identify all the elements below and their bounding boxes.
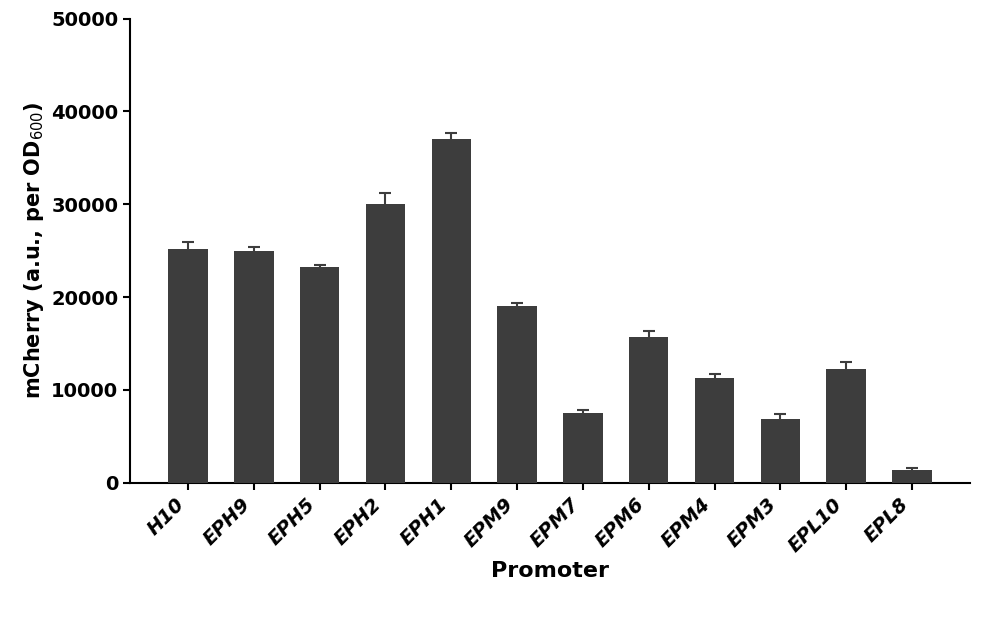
Bar [826,369,866,483]
Bar [168,249,208,483]
Bar [563,413,603,483]
Bar [234,251,274,483]
Bar [366,204,405,483]
Bar [497,306,537,483]
X-axis label: Promoter: Promoter [491,561,609,581]
Bar [892,470,932,483]
Bar [432,139,471,483]
Bar [300,267,339,483]
Bar [629,337,668,483]
Bar [761,419,800,483]
Bar [695,378,734,483]
Y-axis label: mCherry (a.u., per OD$_{600}$): mCherry (a.u., per OD$_{600}$) [22,102,46,399]
